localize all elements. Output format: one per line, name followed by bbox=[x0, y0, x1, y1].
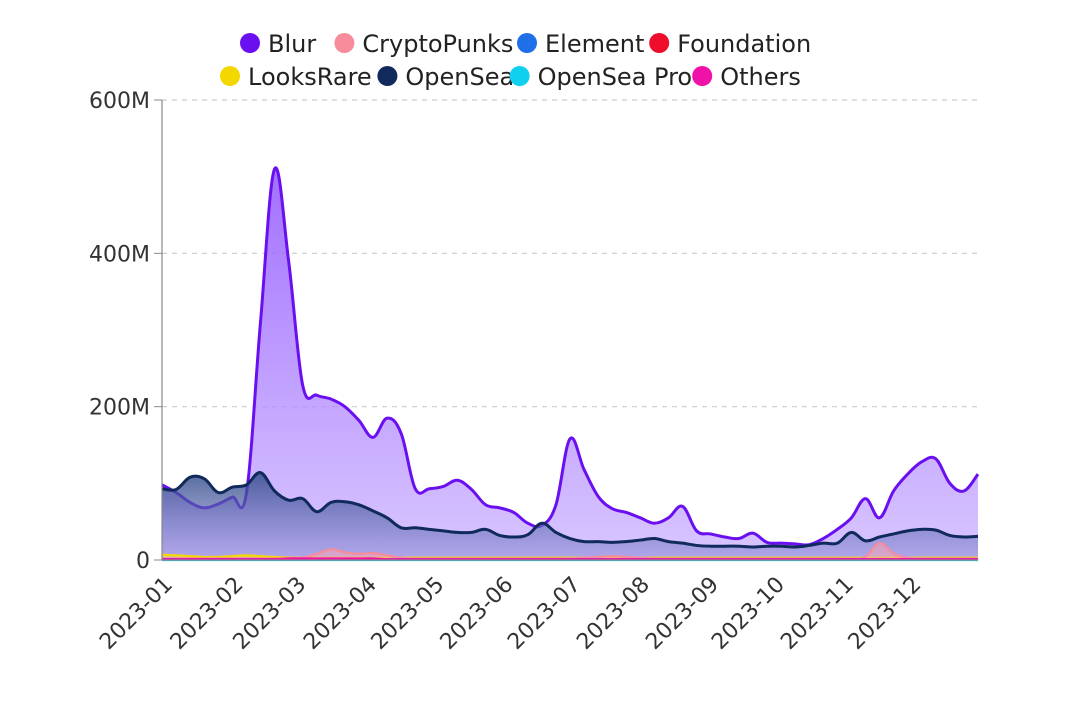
legend-label-looksrare: LooksRare bbox=[248, 63, 372, 91]
line-opensea bbox=[161, 471, 979, 549]
legend-label-opensea-pro: OpenSea Pro bbox=[538, 63, 693, 91]
legend-item-element[interactable]: Element bbox=[517, 30, 644, 58]
legend-item-cryptopunks[interactable]: CryptoPunks bbox=[334, 30, 513, 58]
legend-item-blur[interactable]: Blur bbox=[240, 30, 316, 58]
x-tick-label-2023-07: 2023-07 bbox=[503, 572, 586, 655]
legend-swatch-opensea-pro bbox=[509, 66, 530, 86]
y-tick-label-600m: 600M bbox=[89, 89, 150, 114]
area-opensea bbox=[162, 472, 978, 560]
line-others bbox=[161, 557, 978, 561]
series-blur bbox=[161, 166, 980, 560]
area-blur bbox=[162, 167, 978, 560]
x-tick-label-2023-08: 2023-08 bbox=[572, 572, 655, 655]
legend-swatch-foundation bbox=[649, 33, 670, 53]
line-blur bbox=[161, 166, 980, 547]
x-tick-label-2023-06: 2023-06 bbox=[436, 572, 519, 655]
legend-item-looksrare[interactable]: LooksRare bbox=[220, 63, 372, 91]
y-axis-ticks: 0 200M 400M 600M bbox=[89, 89, 162, 574]
legend-item-opensea[interactable]: OpenSea bbox=[377, 63, 514, 91]
x-tick-label-2023-05: 2023-05 bbox=[367, 572, 450, 655]
legend-item-others[interactable]: Others bbox=[692, 63, 801, 91]
legend-label-others: Others bbox=[720, 63, 801, 91]
axes bbox=[161, 100, 978, 561]
legend-label-opensea: OpenSea bbox=[405, 63, 514, 91]
series-areas bbox=[161, 166, 980, 562]
x-tick-label-2023-11: 2023-11 bbox=[776, 572, 859, 655]
x-tick-label-2023-10: 2023-10 bbox=[707, 572, 790, 655]
legend-swatch-opensea bbox=[377, 66, 398, 86]
legend-label-element: Element bbox=[545, 30, 644, 58]
legend-item-opensea-pro[interactable]: OpenSea Pro bbox=[509, 63, 693, 91]
legend: Blur CryptoPunks Element Foundation LooksRar… bbox=[220, 30, 811, 91]
legend-swatch-others bbox=[692, 66, 713, 86]
gridlines bbox=[162, 99, 978, 408]
legend-swatch-blur bbox=[240, 33, 260, 53]
x-tick-label-2023-01: 2023-01 bbox=[95, 572, 178, 655]
legend-label-blur: Blur bbox=[268, 30, 316, 58]
y-tick-label-200m: 200M bbox=[89, 396, 150, 421]
x-axis-ticks: 2023-012023-022023-032023-042023-052023-… bbox=[95, 572, 926, 655]
x-tick-label-2023-04: 2023-04 bbox=[299, 572, 382, 655]
legend-item-foundation[interactable]: Foundation bbox=[649, 30, 811, 58]
legend-swatch-element bbox=[517, 33, 537, 53]
legend-label-cryptopunks: CryptoPunks bbox=[362, 30, 513, 58]
series-opensea bbox=[161, 471, 979, 560]
legend-swatch-cryptopunks bbox=[334, 33, 355, 53]
area-cryptopunks bbox=[162, 543, 978, 560]
x-tick-label-2023-12: 2023-12 bbox=[844, 572, 927, 655]
y-tick-label-0: 0 bbox=[136, 549, 150, 574]
legend-swatch-looksrare bbox=[220, 66, 240, 86]
y-tick-label-400m: 400M bbox=[89, 242, 150, 267]
legend-label-foundation: Foundation bbox=[677, 30, 811, 58]
